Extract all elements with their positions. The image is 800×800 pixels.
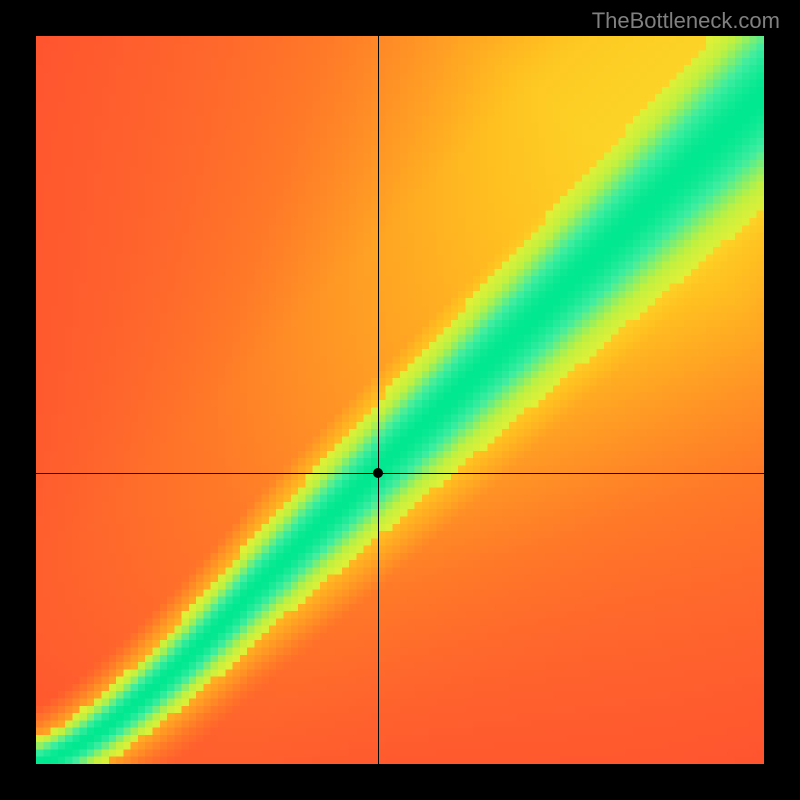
crosshair-dot (373, 468, 383, 478)
crosshair-horizontal (36, 473, 764, 474)
heatmap-canvas (36, 36, 764, 764)
bottleneck-heatmap (36, 36, 764, 764)
crosshair-vertical (378, 36, 379, 764)
watermark-text: TheBottleneck.com (592, 8, 780, 34)
